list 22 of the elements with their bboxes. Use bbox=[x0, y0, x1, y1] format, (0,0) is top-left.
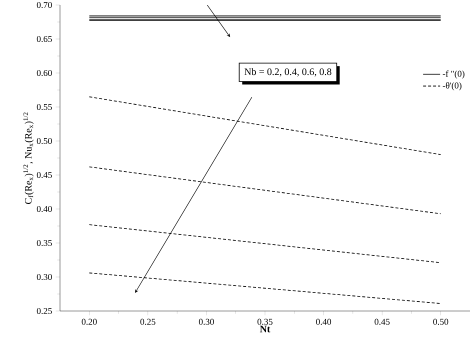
annotation: Nb = 0.2, 0.4, 0.6, 0.8 bbox=[244, 68, 332, 77]
x-tick-label: 0.30 bbox=[198, 318, 214, 325]
y-tick-label: 0.40 bbox=[36, 206, 52, 212]
x-tick-label: 0.50 bbox=[433, 318, 448, 325]
legend-label: -f "(0) bbox=[442, 70, 464, 79]
x-tick-label: 0.25 bbox=[140, 318, 156, 325]
y-tick-label: 0.45 bbox=[36, 172, 52, 178]
y-tick-label: 0.65 bbox=[36, 36, 52, 42]
x-axis-title: Nt bbox=[260, 326, 270, 332]
y-tick-label: 0.25 bbox=[36, 308, 52, 314]
y-tick-label: 0.35 bbox=[36, 240, 52, 246]
legend-label: -θ'(0) bbox=[442, 82, 462, 90]
x-tick-label: 0.45 bbox=[374, 318, 390, 325]
x-tick-label: 0.40 bbox=[316, 318, 332, 325]
y-tick-label: 0.55 bbox=[36, 104, 52, 110]
text: C$_{f}$(Re$_{x}$)$^{1/2}$, Nu$_{x}$(Re$_{x}$)$^{1/2}$ bbox=[23, 112, 34, 204]
x-tick-label: 0.20 bbox=[82, 318, 97, 325]
y-tick-label: 0.70 bbox=[36, 2, 52, 8]
y-tick-label: 0.30 bbox=[36, 274, 52, 280]
y-tick-label: 0.60 bbox=[36, 70, 52, 76]
x-tick-label: 0.35 bbox=[258, 318, 273, 325]
y-tick-label: 0.50 bbox=[36, 138, 52, 144]
